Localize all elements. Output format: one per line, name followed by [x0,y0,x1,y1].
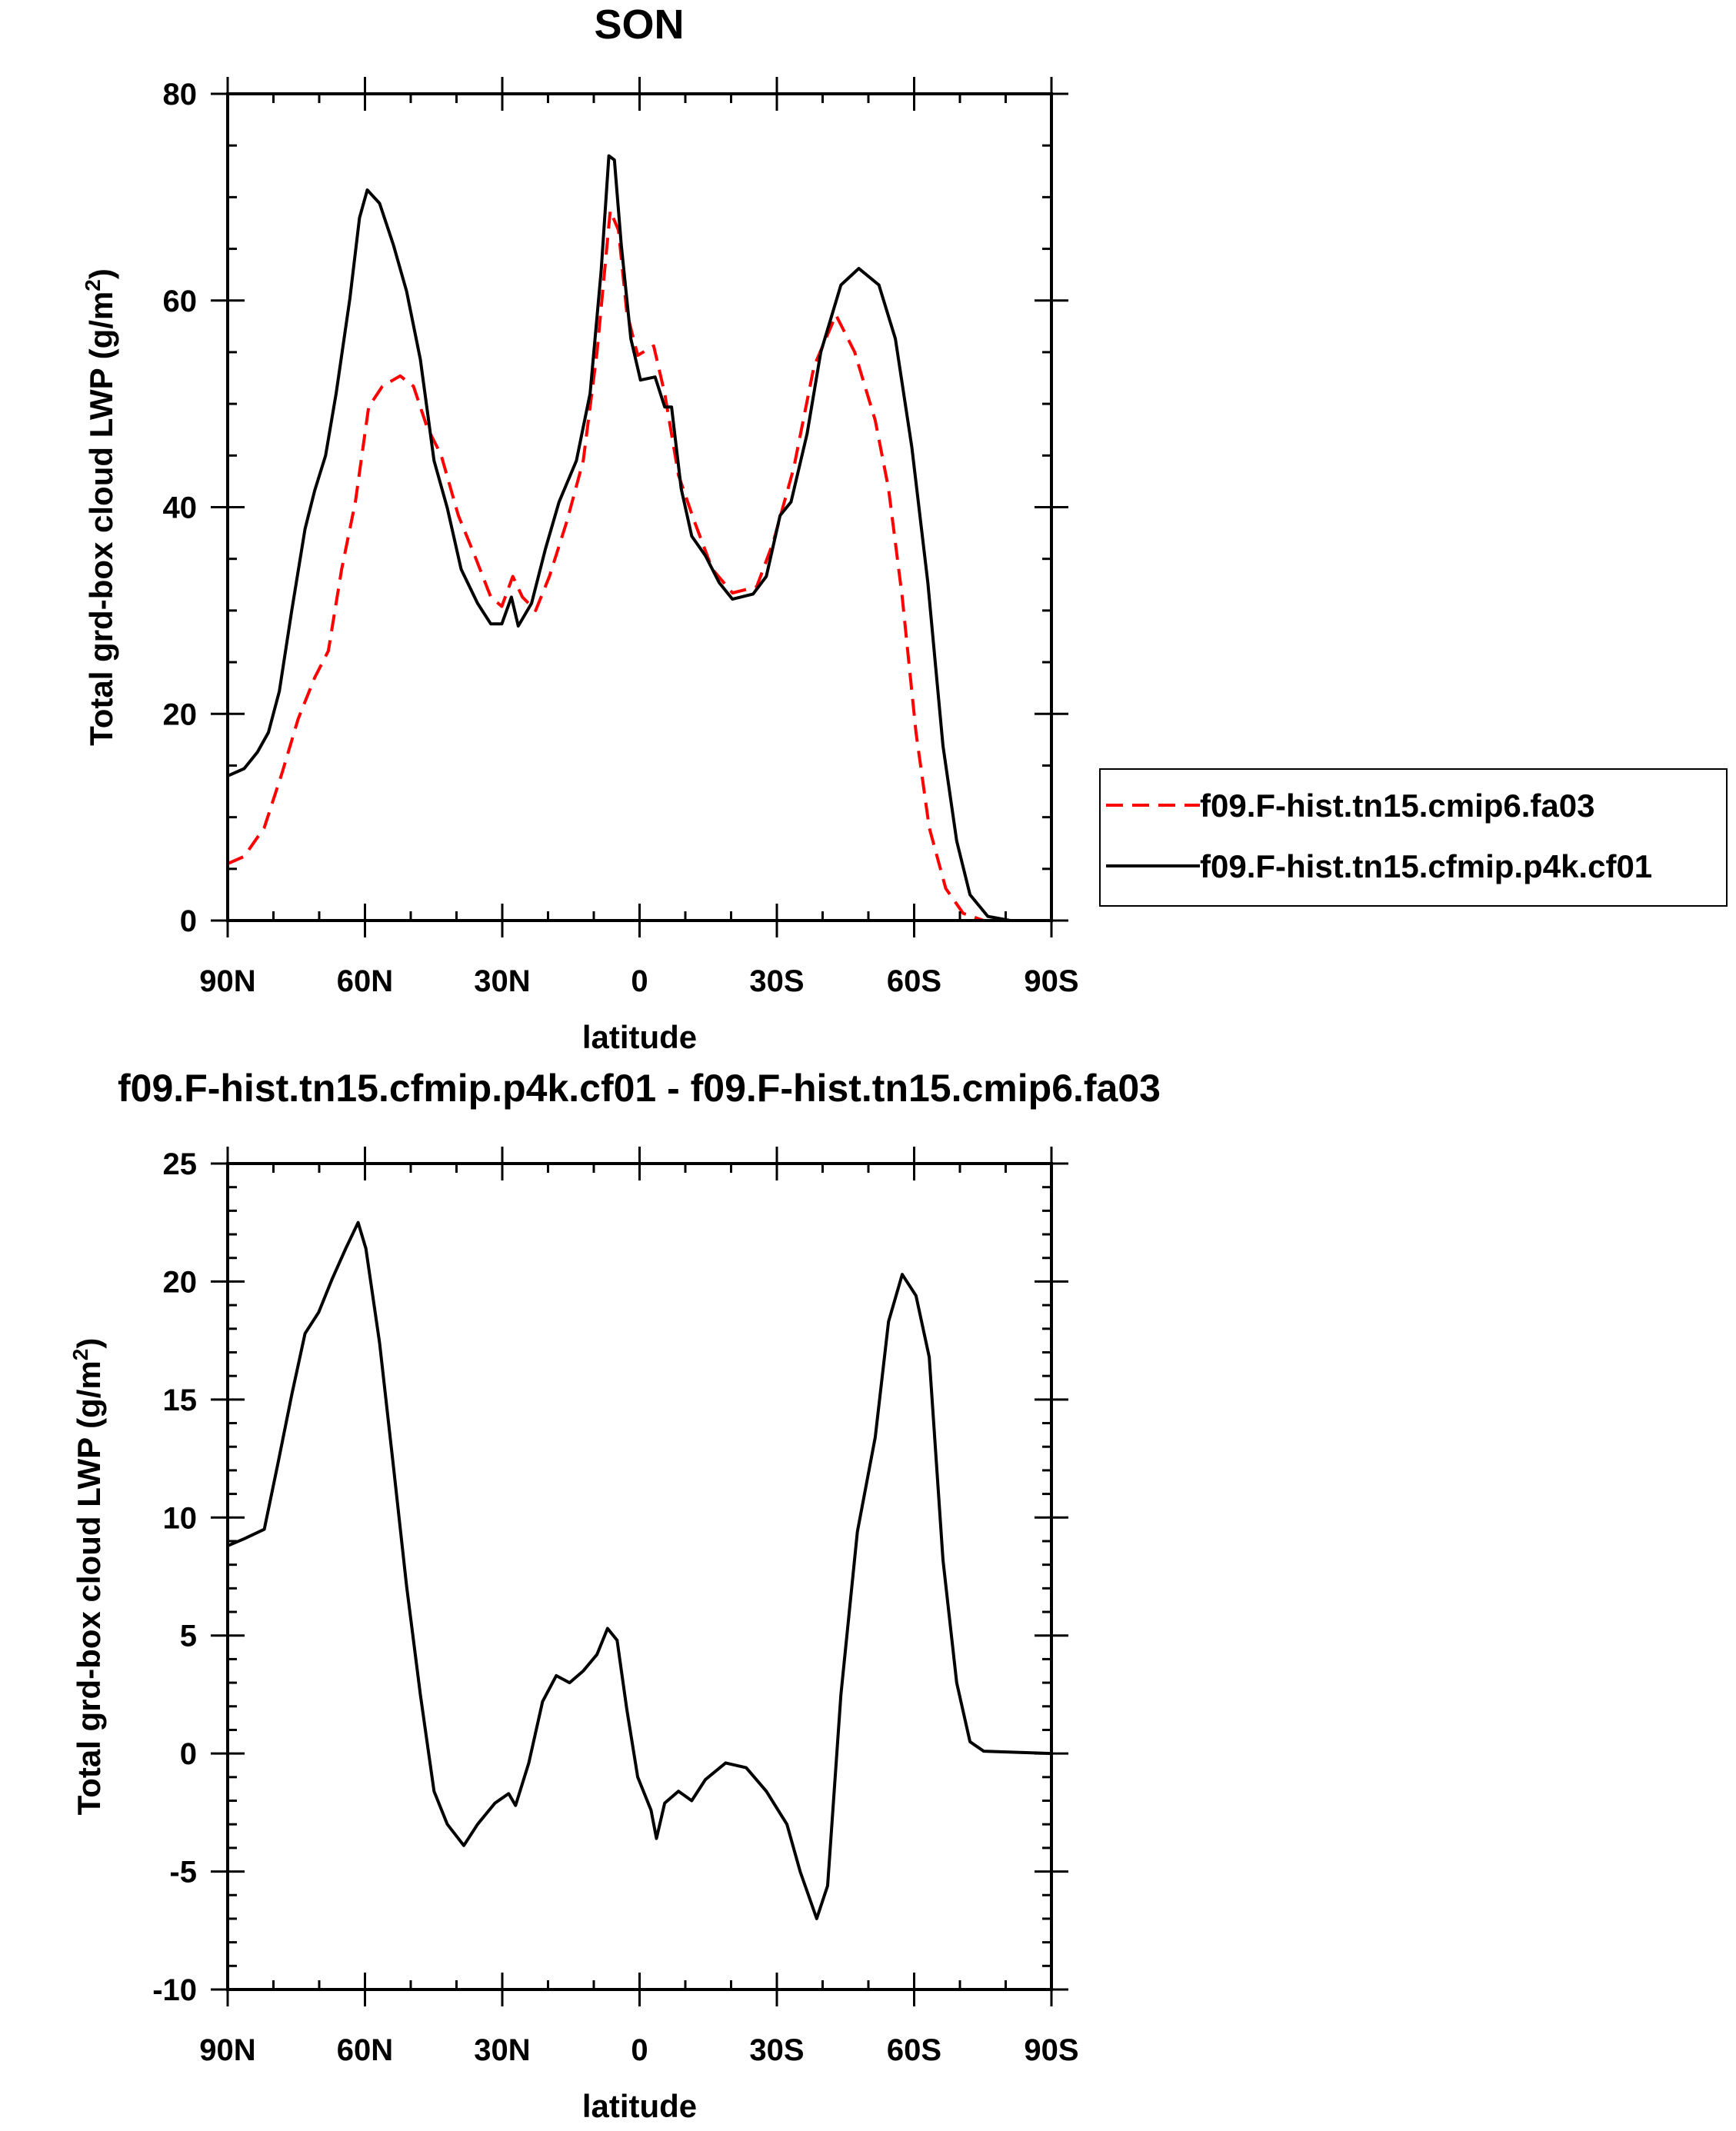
y-tick-label: 80 [163,78,198,112]
x-tick-label: 90S [1024,964,1078,998]
y-tick-label: 0 [180,904,197,938]
y-tick-label: 15 [163,1383,198,1417]
x-tick-label: 90N [199,964,255,998]
y-axis-label: Total grd-box cloud LWP (g/m2) [68,1338,107,1816]
y-tick-label: 20 [163,1265,198,1299]
y-axis-label-end: ) [83,268,119,279]
x-tick-label: 90N [199,2033,255,2067]
y-tick-label: -5 [169,1856,197,1890]
x-tick-label: 0 [631,964,648,998]
x-tick-label: 60S [887,2033,941,2067]
y-tick-label: 10 [163,1501,198,1535]
x-axis-label: latitude [582,1019,697,1055]
x-tick-label: 60N [337,964,393,998]
y-tick-label: 25 [163,1147,198,1181]
x-tick-label: 30S [749,2033,804,2067]
x-tick-label: 0 [631,2033,648,2067]
plot-panel-2: f09.F-hist.tn15.cfmip.p4k.cf01 - f09.F-h… [68,1067,1161,2124]
y-tick-label: 5 [180,1620,197,1653]
x-tick-label: 90S [1024,2033,1078,2067]
series-line-2 [227,154,1051,922]
chart-title: f09.F-hist.tn15.cfmip.p4k.cf01 - f09.F-h… [118,1067,1161,1110]
x-tick-label: 30S [749,964,804,998]
x-axis-label: latitude [582,2088,697,2124]
x-tick-label: 60N [337,2033,393,2067]
legend-label-2: f09.F-hist.tn15.cfmip.p4k.cf01 [1200,848,1652,884]
y-tick-label: 0 [180,1737,197,1771]
series-line-1 [227,208,1051,922]
y-axis-label-end: ) [71,1338,107,1349]
y-axis-label-text: Total grd-box cloud LWP (g/m [83,291,119,746]
x-tick-label: 30N [474,2033,530,2067]
chart-title: SON [594,2,684,48]
x-tick-label: 30N [474,964,530,998]
legend-label-1: f09.F-hist.tn15.cmip6.fa03 [1200,787,1595,824]
y-tick-label: 40 [163,491,198,525]
y-axis-label-superscript: 2 [81,279,105,291]
y-axis-label: Total grd-box cloud LWP (g/m2) [81,268,119,746]
y-axis-label-superscript: 2 [68,1349,92,1361]
plot-panel-1: SON 90N 60N 30N 0 30S 60S 90S 0 20 40 60 80 latitude T… [81,2,1728,1055]
y-tick-label: 20 [163,698,198,731]
y-tick-label: -10 [152,1973,197,2007]
series-line-1 [227,1220,1052,1920]
y-axis-label-text: Total grd-box cloud LWP (g/m [71,1360,107,1815]
plot-frame [226,92,1053,922]
plot-frame [226,1162,1053,1991]
legend-box [1099,768,1728,907]
y-tick-label: 60 [163,285,198,318]
x-tick-label: 60S [887,964,941,998]
legend: f09.F-hist.tn15.cmip6.fa03 f09.F-hist.tn1… [1099,768,1728,907]
